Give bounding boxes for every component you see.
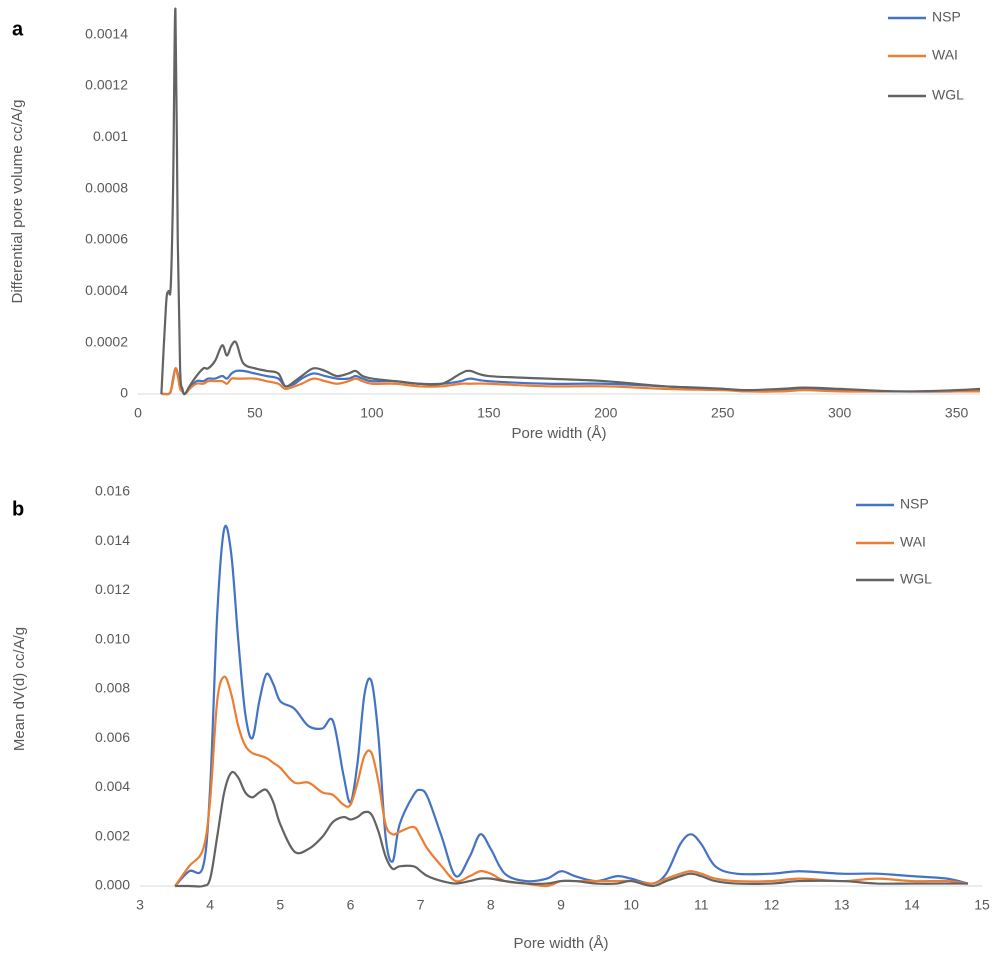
x-tick-label: 12 (764, 897, 780, 913)
y-tick-label: 0.0012 (85, 77, 128, 93)
y-tick-label: 0.0002 (85, 333, 128, 349)
legend-label: WAI (932, 47, 958, 63)
legend-label: WGL (900, 571, 932, 587)
data-line (160, 7, 981, 396)
y-axis-title: Mean dV(d) cc/A/g (11, 627, 28, 751)
y-tick-label: 0.0014 (85, 25, 128, 41)
y-tick-label: 0.016 (95, 483, 130, 499)
y-tick-label: 0.010 (95, 630, 130, 646)
x-tick-label: 0 (134, 405, 142, 421)
panel-label: a (12, 18, 24, 40)
x-tick-label: 4 (206, 897, 214, 913)
x-tick-label: 300 (828, 405, 852, 421)
y-tick-label: 0.012 (95, 581, 130, 597)
x-tick-label: 350 (945, 405, 969, 421)
x-tick-label: 5 (276, 897, 284, 913)
data-line (174, 675, 969, 888)
panel-label: b (12, 498, 24, 520)
x-tick-label: 15 (974, 897, 990, 913)
x-tick-label: 3 (136, 897, 144, 913)
y-tick-label: 0.006 (95, 729, 130, 745)
y-tick-label: 0 (120, 385, 128, 401)
x-tick-label: 100 (360, 405, 384, 421)
x-tick-label: 10 (623, 897, 639, 913)
data-line (174, 524, 969, 887)
y-axis-title: Differential pore volume cc/A/g (9, 100, 26, 304)
x-tick-label: 250 (711, 405, 735, 421)
y-tick-label: 0.000 (95, 877, 130, 893)
x-tick-label: 7 (417, 897, 425, 913)
x-axis-title: Pore width (Å) (511, 425, 606, 442)
x-tick-label: 14 (904, 897, 920, 913)
legend-label: NSP (932, 9, 961, 25)
y-tick-label: 0.0004 (85, 282, 128, 298)
y-tick-label: 0.008 (95, 680, 130, 696)
y-tick-label: 0.014 (95, 532, 130, 548)
x-tick-label: 8 (487, 897, 495, 913)
x-tick-label: 50 (247, 405, 263, 421)
y-tick-label: 0.004 (95, 778, 130, 794)
y-tick-label: 0.002 (95, 827, 130, 843)
x-tick-label: 11 (694, 897, 709, 913)
x-tick-label: 6 (347, 897, 355, 913)
x-tick-label: 13 (834, 897, 850, 913)
legend-label: WAI (900, 534, 926, 550)
y-tick-label: 0.0008 (85, 179, 128, 195)
x-axis-title: Pore width (Å) (513, 935, 608, 952)
y-tick-label: 0.001 (93, 128, 128, 144)
data-line (175, 770, 968, 888)
legend-label: NSP (900, 496, 929, 512)
y-tick-label: 0.0006 (85, 231, 128, 247)
x-tick-label: 150 (477, 405, 501, 421)
x-tick-label: 200 (594, 405, 618, 421)
legend-label: WGL (932, 87, 964, 103)
x-tick-label: 9 (557, 897, 565, 913)
